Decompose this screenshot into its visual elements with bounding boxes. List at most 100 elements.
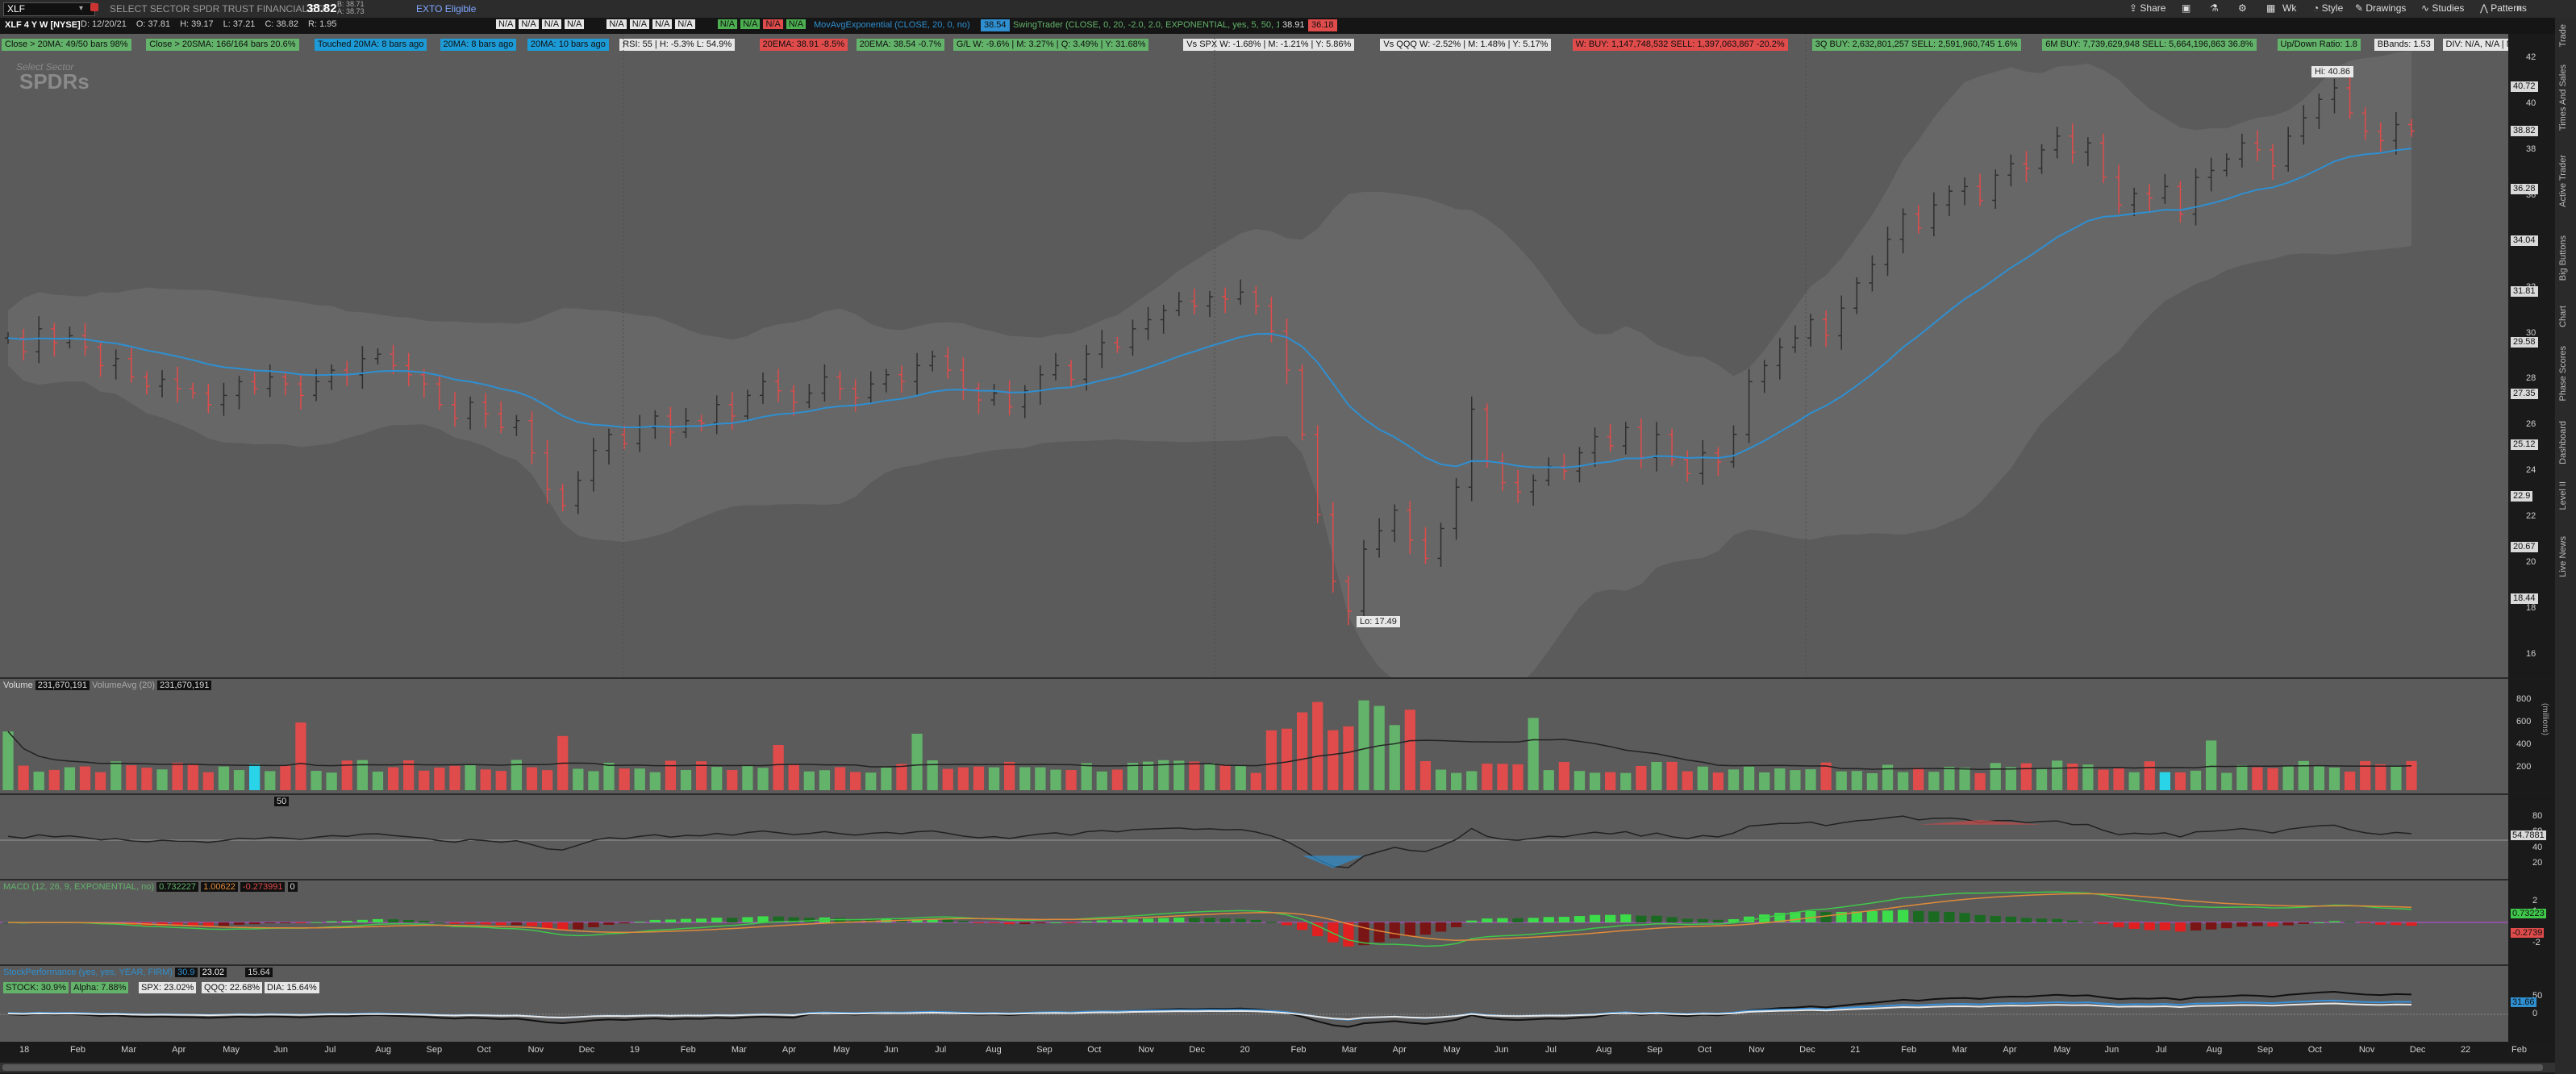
candle[interactable] <box>1068 360 1075 388</box>
candle[interactable] <box>2238 133 2245 168</box>
candle[interactable] <box>1453 477 1460 540</box>
candle[interactable] <box>1791 325 1799 353</box>
volume-bar[interactable] <box>1944 766 1955 790</box>
candle[interactable] <box>1653 422 1660 472</box>
volume-bar[interactable] <box>1543 770 1554 790</box>
volume-bar[interactable] <box>2328 767 2340 790</box>
candle[interactable] <box>2084 137 2091 167</box>
volume-bar[interactable] <box>449 765 461 790</box>
candle[interactable] <box>590 438 597 492</box>
volume-bar[interactable] <box>2067 763 2078 790</box>
volume-bar[interactable] <box>1990 763 2001 790</box>
candle[interactable] <box>1268 297 1275 343</box>
candle[interactable] <box>1391 504 1398 543</box>
volume-bar[interactable] <box>2406 760 2417 790</box>
candle[interactable] <box>1869 255 1876 292</box>
share-button[interactable]: ⇪ Share <box>2129 2 2166 14</box>
candle[interactable] <box>1468 396 1475 502</box>
swing-study-label[interactable]: SwingTrader (CLOSE, 0, 20, -2.0, 2.0, EX… <box>1013 20 1284 30</box>
candle[interactable] <box>790 385 798 417</box>
candle[interactable] <box>1607 423 1614 452</box>
candle[interactable] <box>2346 75 2353 119</box>
volume-bar[interactable] <box>1312 701 1323 790</box>
price-axis[interactable]: 424038363432302826242220181640.7238.8236… <box>2508 34 2555 677</box>
candle[interactable] <box>867 371 874 404</box>
volume-bar[interactable] <box>187 764 198 790</box>
candle[interactable] <box>451 392 458 427</box>
side-tab[interactable]: Dashboard <box>2558 421 2568 465</box>
volume-bar[interactable] <box>973 766 985 790</box>
candle[interactable] <box>621 425 628 450</box>
candle[interactable] <box>1222 287 1229 314</box>
candle[interactable] <box>2377 122 2384 152</box>
volume-bar[interactable] <box>2128 772 2140 790</box>
candle[interactable] <box>1021 385 1028 418</box>
style-button[interactable]: ◔ Style <box>2313 2 2344 14</box>
candle[interactable] <box>174 366 181 403</box>
volume-bar[interactable] <box>2190 770 2202 790</box>
candle[interactable] <box>1884 227 1891 277</box>
volume-bar[interactable] <box>1204 763 1215 790</box>
volume-bar[interactable] <box>356 760 369 790</box>
candle[interactable] <box>2392 111 2399 155</box>
layout-icon[interactable]: ▣ <box>2182 2 2191 14</box>
volume-bar[interactable] <box>1482 764 1493 790</box>
volume-bar[interactable] <box>541 770 553 790</box>
candle[interactable] <box>2069 123 2076 164</box>
volume-bar[interactable] <box>2051 760 2063 790</box>
candle[interactable] <box>1376 518 1383 558</box>
volume-bar[interactable] <box>1189 761 1200 790</box>
candle[interactable] <box>1283 318 1290 385</box>
volume-bar[interactable] <box>788 764 799 790</box>
gear-icon[interactable]: ⚙ <box>2238 2 2247 14</box>
volume-bar[interactable] <box>1096 771 1107 790</box>
volume-bar[interactable] <box>742 764 753 790</box>
candle[interactable] <box>1160 304 1167 334</box>
volume-bar[interactable] <box>711 767 723 790</box>
volume-bar[interactable] <box>1343 726 1354 790</box>
candle[interactable] <box>698 414 705 432</box>
candle[interactable] <box>220 382 227 416</box>
volume-bar[interactable] <box>1497 764 1508 790</box>
volume-bar[interactable] <box>1004 761 1015 790</box>
volume-bar[interactable] <box>156 769 168 790</box>
candle[interactable] <box>1515 469 1522 503</box>
volume-bar[interactable] <box>1620 772 1632 790</box>
candle[interactable] <box>1838 295 1845 350</box>
candle[interactable] <box>190 382 197 399</box>
side-tab[interactable]: Chart <box>2558 306 2568 328</box>
volume-bar[interactable] <box>1265 730 1278 790</box>
volume-bar[interactable] <box>480 769 491 790</box>
candle[interactable] <box>1915 205 1922 234</box>
candle[interactable] <box>1329 502 1336 593</box>
candle[interactable] <box>2285 127 2292 172</box>
volume-bar[interactable] <box>248 764 261 790</box>
volume-bar[interactable] <box>1142 761 1154 790</box>
volume-bar[interactable] <box>1050 769 1061 790</box>
volume-bar[interactable] <box>2144 761 2155 790</box>
candle[interactable] <box>1237 279 1244 305</box>
volume-bar[interactable] <box>1897 772 1909 790</box>
volume-bar[interactable] <box>665 760 677 790</box>
candle[interactable] <box>1361 539 1368 618</box>
patterns-button[interactable]: ⋀ Patterns <box>2480 2 2527 14</box>
candle[interactable] <box>20 328 27 360</box>
candle[interactable] <box>482 393 490 428</box>
volume-bar[interactable] <box>649 772 661 790</box>
candle[interactable] <box>744 389 751 423</box>
candle[interactable] <box>2207 157 2215 192</box>
volume-bar[interactable] <box>1959 768 1970 790</box>
candle[interactable] <box>2131 187 2138 217</box>
volume-bar[interactable] <box>1111 769 1123 790</box>
candle[interactable] <box>975 382 982 414</box>
timeframe-button[interactable]: Wk <box>2282 2 2297 14</box>
volume-bar[interactable] <box>48 769 60 790</box>
candle[interactable] <box>1314 425 1321 523</box>
drawings-button[interactable]: ✎ Drawings <box>2355 2 2407 14</box>
volume-bar[interactable] <box>1882 764 1894 790</box>
dropdown-icon[interactable]: ▾ <box>79 4 84 13</box>
candle[interactable] <box>390 344 397 374</box>
candle[interactable] <box>1961 177 1969 206</box>
volume-bar[interactable] <box>1127 763 1139 790</box>
volume-bar[interactable] <box>2221 772 2232 790</box>
